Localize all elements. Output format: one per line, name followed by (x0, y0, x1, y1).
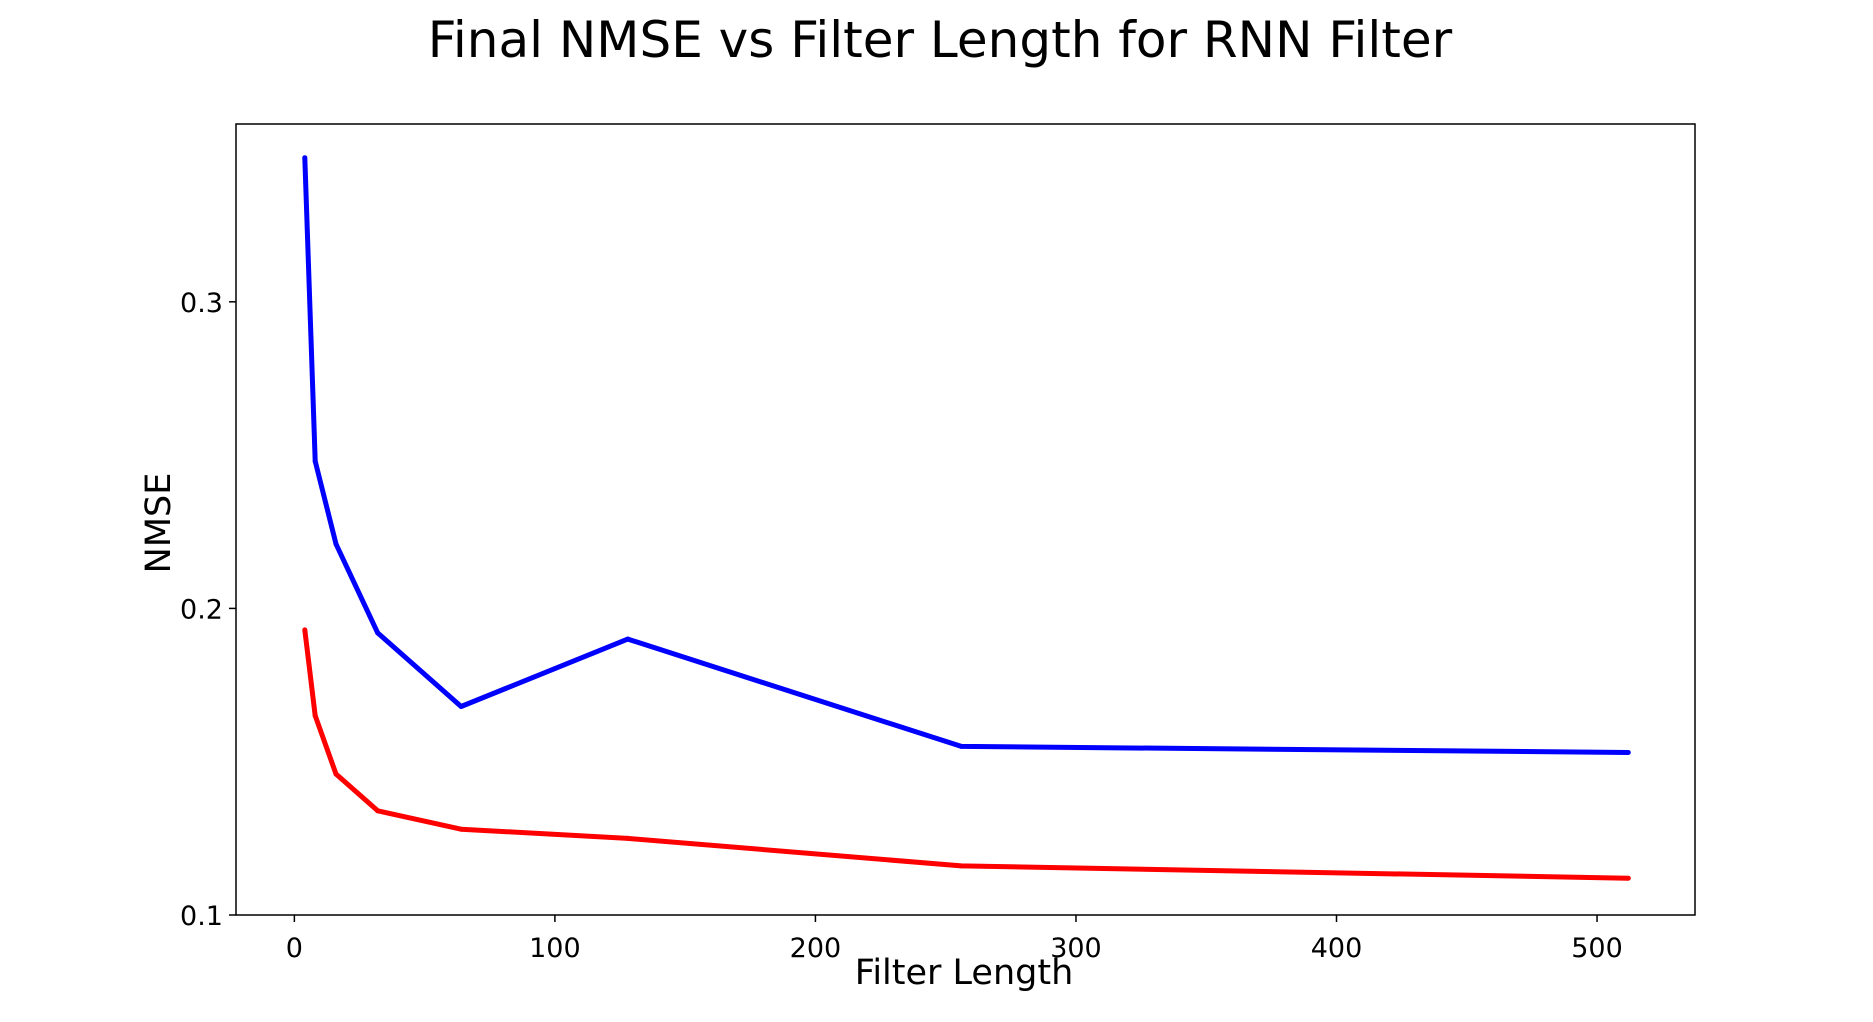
series-2-point-8 (1625, 875, 1631, 881)
series-2-point-4 (375, 808, 381, 814)
x-tick-label-2: 100 (529, 933, 581, 964)
series-2-point-3 (333, 771, 339, 777)
series-2-point-7 (958, 863, 964, 869)
x-axis-ticks: 0 100 200 300 400 500 (286, 915, 1623, 964)
x-tick-label-6: 500 (1571, 933, 1623, 964)
x-tick-label-3: 200 (790, 933, 842, 964)
x-tick-label-4: 300 (1050, 933, 1102, 964)
plot-frame (235, 123, 1696, 916)
series-1-point-5 (458, 704, 464, 709)
y-axis-label: NMSE (139, 473, 179, 574)
series-1-point-7 (958, 743, 964, 749)
series-2-point-6 (625, 835, 631, 841)
series-line-2 (302, 629, 1629, 881)
y-tick-label-2: 0.2 (180, 594, 223, 625)
x-axis-label: Filter Length (855, 953, 1074, 993)
series-line-1 (302, 157, 1629, 755)
series-1-point-1 (302, 155, 308, 161)
series-1-point-6 (625, 636, 631, 642)
x-tick-label-5: 400 (1311, 933, 1363, 964)
series-2-point-2 (312, 713, 318, 719)
series-2-point-1 (302, 627, 308, 633)
y-tick-label-3: 0.3 (180, 288, 223, 319)
series-1-point-3 (333, 541, 339, 547)
series-2-point-5 (458, 826, 464, 832)
plot-series-group (302, 155, 1631, 881)
chart-title: Final NMSE vs Filter Length for RNN Filt… (428, 11, 1453, 69)
y-axis-ticks: 0.1 0.2 0.3 (180, 288, 236, 932)
x-tick-label-1: 0 (286, 933, 303, 964)
series-1-point-4 (375, 630, 381, 636)
series-1-point-8 (1625, 750, 1631, 755)
series-1-point-2 (312, 458, 318, 464)
y-tick-label-1: 0.1 (180, 901, 223, 932)
